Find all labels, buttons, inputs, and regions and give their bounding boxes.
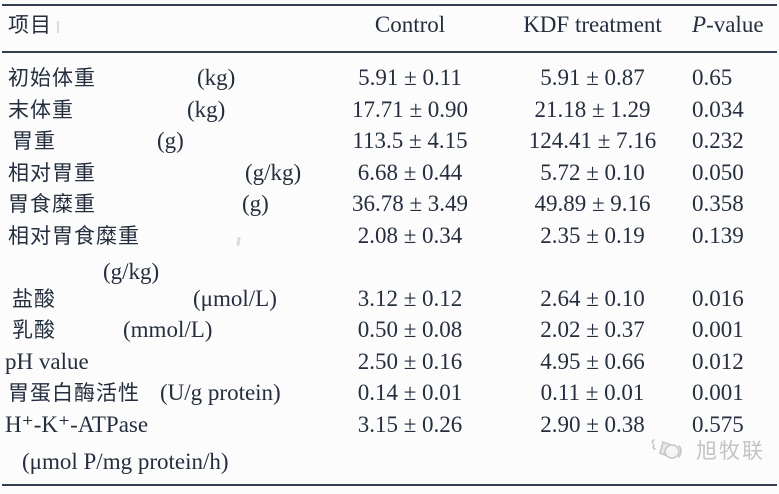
control-value: 17.71 ± 0.90 [351,97,469,122]
row-unit: (g) [157,128,184,153]
header-p-rest: -value [706,12,764,37]
p-value: 0.65 [692,65,733,90]
row-unit: (mmol/L) [123,317,213,342]
table-header-rule [2,51,777,53]
row-label: 相对胃重 [8,161,96,185]
row-label: 乳酸 [12,318,56,342]
row-unit: (kg) [197,65,236,90]
p-value: 0.358 [692,191,744,216]
table-row-stomach-chyme-weight: 胃食糜重 (g) 36.78 ± 3.49 49.89 ± 9.16 0.358 [0,190,779,218]
kdf-value: 2.90 ± 0.38 [540,412,645,437]
header-p-italic: P [692,12,707,37]
control-value: 2.50 ± 0.16 [357,349,463,374]
control-value: 113.5 ± 4.15 [352,128,468,153]
kdf-value: 124.41 ± 7.16 [528,128,657,153]
p-value: 0.232 [692,128,744,153]
kdf-value: 4.95 ± 0.66 [540,349,645,374]
table-row-hk-atpase: H⁺-K⁺-ATPase 3.15 ± 0.26 2.90 ± 0.38 0.5… [0,411,779,439]
kdf-value: 2.64 ± 0.10 [540,286,645,311]
row-unit-continuation: (g/kg) [103,259,160,284]
p-value: 0.001 [692,380,744,405]
table-top-rule [2,4,777,6]
control-value: 0.50 ± 0.08 [357,317,463,342]
control-value: 5.91 ± 0.11 [358,65,462,90]
row-unit: (g/kg) [245,160,302,185]
table-row-ph-value: pH value 2.50 ± 0.16 4.95 ± 0.66 0.012 [0,348,779,376]
control-value: 2.08 ± 0.34 [357,223,463,248]
p-value: 0.001 [692,317,744,342]
watermark-text: 旭牧联 [696,439,765,463]
megaphone-icon [651,439,682,459]
watermark: 旭牧联 [650,436,765,464]
control-value: 6.68 ± 0.44 [357,160,463,185]
header-p-value: P-value [692,11,772,39]
row-unit: (kg) [187,97,226,122]
table-row-hydrochloric-acid: 盐酸 (μmol/L) 3.12 ± 0.12 2.64 ± 0.10 0.01… [0,285,779,313]
kdf-value: 49.89 ± 9.16 [534,191,651,216]
table-row-lactic-acid: 乳酸 (mmol/L) 0.50 ± 0.08 2.02 ± 0.37 0.00… [0,316,779,344]
table-row-relative-stomach-weight: 相对胃重 (g/kg) 6.68 ± 0.44 5.72 ± 0.10 0.05… [0,159,779,187]
control-value: 0.14 ± 0.01 [357,380,463,405]
table-row-final-body-weight: 末体重 (kg) 17.71 ± 0.90 21.18 ± 1.29 0.034 [0,96,779,124]
table-row-initial-body-weight: 初始体重 (kg) 5.91 ± 0.11 5.91 ± 0.87 0.65 [0,64,779,92]
row-label: 胃蛋白酶活性 [8,381,140,405]
table-row-hk-atpase-unit-line: (μmol P/mg protein/h) [0,448,779,476]
row-label: 胃重 [12,129,56,153]
header-control: Control [374,12,446,37]
header-item: 项目 [8,13,52,37]
control-value: 36.78 ± 3.49 [351,191,469,216]
p-value: 0.012 [692,349,744,374]
kdf-value: 5.72 ± 0.10 [540,160,645,185]
table-row-pepsin-activity: 胃蛋白酶活性 (U/g protein) 0.14 ± 0.01 0.11 ± … [0,379,779,407]
row-label: 胃食糜重 [8,192,96,216]
p-value: 0.034 [692,97,744,122]
p-value: 0.050 [692,160,744,185]
row-label: 初始体重 [8,66,96,90]
table-row-relative-chyme-weight: 相对胃食糜重 2.08 ± 0.34 2.35 ± 0.19 0.139 [0,222,779,250]
table-row-relative-chyme-weight-unit-line: (g/kg) [0,258,779,286]
p-value: 0.016 [692,286,744,311]
header-kdf-treatment: KDF treatment [523,12,662,37]
row-label: 末体重 [8,98,74,122]
table-row-stomach-weight: 胃重 (g) 113.5 ± 4.15 124.41 ± 7.16 0.232 [0,127,779,155]
kdf-value: 21.18 ± 1.29 [534,97,651,122]
table-bottom-rule [2,484,777,486]
kdf-value: 5.91 ± 0.87 [540,65,645,90]
kdf-value: 2.02 ± 0.37 [540,317,645,342]
kdf-value: 0.11 ± 0.01 [540,380,645,405]
scan-artifact [57,21,59,33]
kdf-value: 2.35 ± 0.19 [540,223,645,248]
row-label: pH value [5,349,89,374]
row-unit: (U/g protein) [160,380,281,405]
control-value: 3.15 ± 0.26 [357,412,463,437]
p-value: 0.139 [692,223,744,248]
row-label: 相对胃食糜重 [8,224,140,248]
table-header-row: 项目 Control KDF treatment P-value [0,11,779,39]
p-value: 0.575 [692,412,744,437]
row-label: 盐酸 [12,287,56,311]
row-unit-continuation: (μmol P/mg protein/h) [22,449,229,474]
control-value: 3.12 ± 0.12 [357,286,463,311]
row-unit: (μmol/L) [193,286,277,311]
row-label: H⁺-K⁺-ATPase [5,412,149,437]
row-unit: (g) [242,191,269,216]
